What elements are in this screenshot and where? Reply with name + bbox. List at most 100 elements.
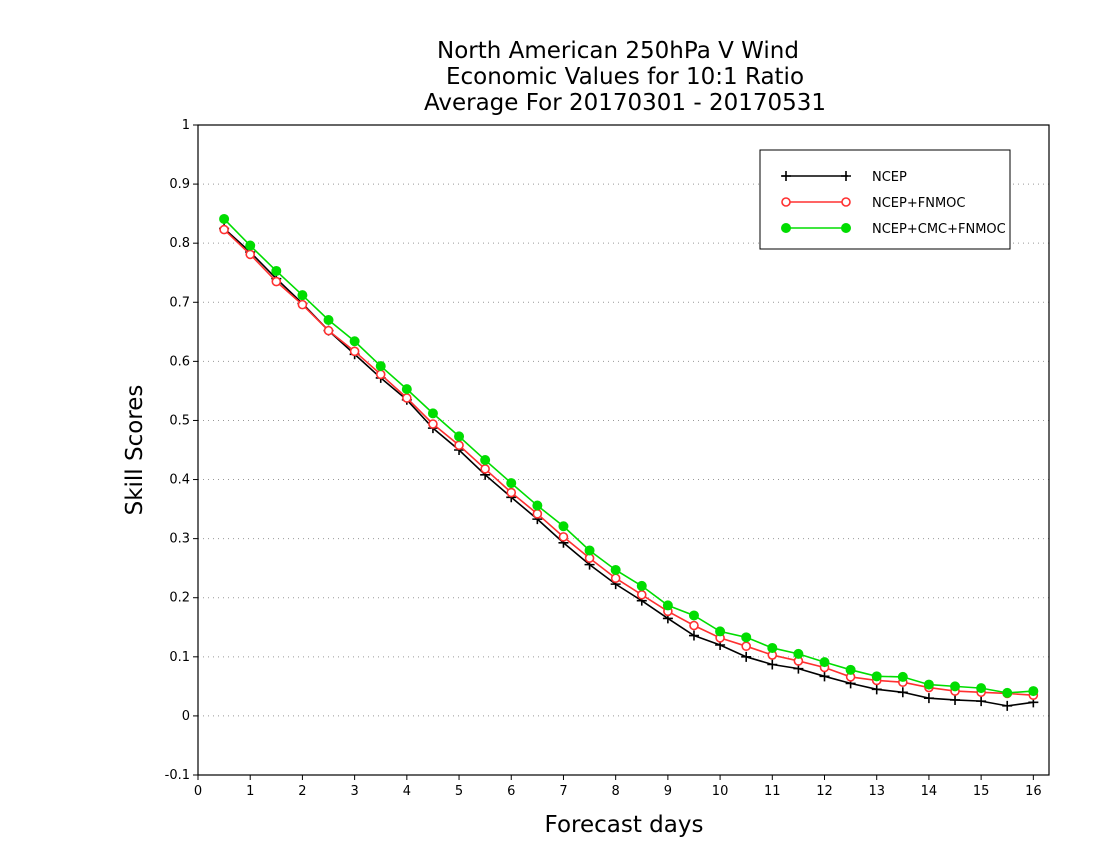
y-axis-label: Skill Scores: [122, 385, 148, 516]
legend-marker: [781, 197, 791, 207]
chart-title-line-3: Average For 20170301 - 20170531: [424, 90, 826, 116]
data-point: [219, 224, 229, 235]
x-tick-label: 14: [921, 784, 938, 799]
data-point: [349, 346, 360, 357]
data-point: [923, 679, 934, 690]
x-tick-label: 15: [973, 784, 990, 799]
data-point: [845, 664, 856, 675]
data-point: [689, 620, 699, 631]
legend-marker: [841, 223, 851, 233]
series-line: [223, 229, 1034, 697]
legend-box: [759, 149, 1011, 250]
x-tick-label: 13: [868, 784, 885, 799]
data-point: [662, 600, 673, 611]
data-point: [480, 455, 491, 466]
data-point: [480, 464, 490, 474]
data-point: [323, 325, 334, 336]
x-axis: 0 1 2 3 4 5 6 7 8 9 10 11 12 13 14 15 16: [194, 775, 1042, 799]
chart-title-line-2: Economic Values for 10:1 Ratio: [446, 64, 804, 90]
x-axis-label: Forecast days: [545, 812, 704, 838]
data-point: [610, 573, 621, 584]
data-point: [402, 393, 412, 403]
data-point: [454, 431, 465, 442]
x-tick-label: 6: [507, 784, 515, 799]
data-point: [454, 440, 464, 451]
y-tick-label: -0.1: [165, 768, 190, 783]
data-point: [245, 249, 256, 260]
data-point: [610, 564, 621, 575]
data-point: [375, 369, 386, 380]
x-tick-label: 9: [664, 784, 672, 799]
data-point: [427, 408, 438, 419]
data-point: [636, 580, 647, 591]
series-line: [223, 218, 1034, 694]
data-point: [950, 694, 961, 705]
data-point: [688, 630, 699, 641]
y-tick-label: 0.8: [169, 236, 190, 251]
legend-item: NCEP+CMC+FNMOC: [781, 222, 1006, 237]
legend-marker: [841, 197, 851, 207]
data-point: [976, 696, 987, 707]
legend-marker: [781, 223, 791, 233]
data-point: [506, 478, 517, 489]
data-point: [271, 265, 282, 276]
data-point: [532, 509, 543, 519]
data-point: [767, 659, 778, 670]
x-tick-label: 16: [1025, 784, 1042, 799]
legend-marker: [781, 171, 791, 181]
data-point: [1002, 700, 1013, 711]
data-point: [793, 648, 804, 659]
data-point: [219, 213, 230, 224]
data-point: [819, 657, 830, 668]
y-tick-label: 0.3: [169, 532, 190, 547]
x-tick-label: 1: [246, 784, 254, 799]
legend-label: NCEP+FNMOC: [872, 196, 965, 211]
data-point: [297, 299, 308, 310]
plot-frame: [197, 124, 1050, 776]
y-axis: -0.1 0 0.1 0.2 0.3 0.4 0.5 0.6 0.7 0.8 0.9 1: [165, 118, 198, 783]
data-point: [323, 315, 334, 325]
data-point: [297, 290, 308, 301]
y-tick-label: 0.1: [169, 650, 190, 665]
data-point: [950, 681, 961, 692]
legend-label: NCEP: [872, 170, 907, 185]
chart-title: North American 250hPa V Wind Economic Va…: [424, 38, 826, 116]
x-tick-label: 0: [194, 784, 202, 799]
data-point: [976, 683, 987, 694]
y-tick-label: 0: [182, 709, 190, 724]
data-point: [428, 419, 438, 429]
y-tick-label: 0.2: [169, 591, 190, 606]
y-tick-label: 0.6: [169, 354, 190, 369]
y-tick-label: 0.9: [169, 177, 190, 192]
data-point: [688, 610, 699, 621]
data-point: [715, 626, 726, 637]
series-1: [219, 223, 1039, 711]
series-line: [223, 227, 1034, 707]
data-point: [532, 500, 543, 511]
data-point: [897, 687, 908, 698]
data-point: [401, 384, 412, 395]
data-point: [741, 651, 752, 662]
data-point: [819, 671, 830, 682]
data-point: [767, 642, 778, 653]
x-tick-label: 10: [712, 784, 729, 799]
x-tick-label: 4: [403, 784, 411, 799]
data-point: [506, 487, 517, 498]
x-tick-label: 7: [559, 784, 567, 799]
legend-marker: [841, 171, 851, 181]
data-point: [558, 521, 569, 532]
y-tick-label: 0.5: [169, 413, 190, 428]
data-point: [741, 632, 752, 643]
data-point: [349, 336, 360, 347]
series-2: [219, 224, 1039, 701]
data-point: [741, 641, 751, 651]
data-point: [1028, 686, 1039, 697]
data-point: [923, 693, 934, 704]
x-tick-label: 2: [298, 784, 306, 799]
data-point: [245, 240, 256, 251]
data-point: [897, 671, 908, 682]
data-point: [636, 589, 647, 600]
legend-label: NCEP+CMC+FNMOC: [872, 222, 1006, 237]
data-point: [271, 276, 282, 287]
